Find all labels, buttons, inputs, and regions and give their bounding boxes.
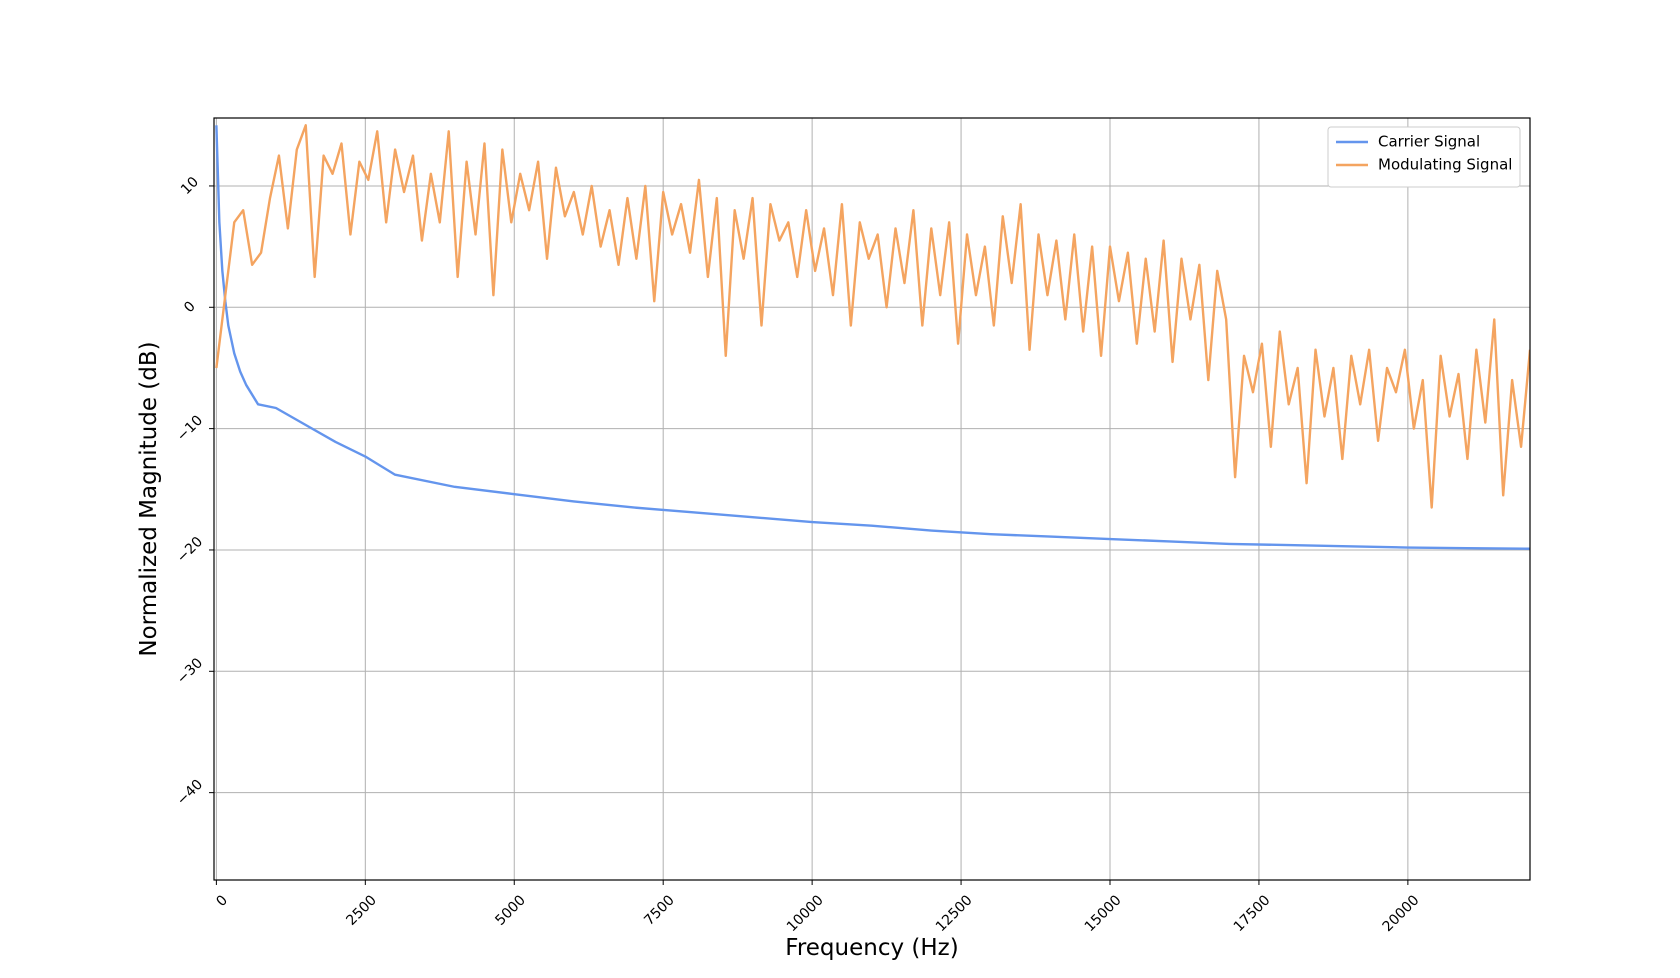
series-line [215, 124, 1530, 509]
y-tick-label: −30 [174, 655, 206, 687]
grid [214, 118, 1530, 880]
y-tick-label: −40 [174, 777, 206, 809]
y-tick-label: −20 [174, 534, 206, 566]
legend-box [1327, 126, 1521, 188]
legend-label: Modulating Signal [1378, 156, 1512, 174]
x-tick-label: 7500 [641, 892, 678, 929]
x-tick-label: 2500 [343, 892, 380, 929]
x-tick-label: 5000 [492, 892, 529, 929]
axes-frame [213, 117, 1531, 881]
y-tick-label: 0 [181, 298, 199, 316]
x-tick-label: 12500 [933, 892, 976, 935]
legend: Carrier Signal Modulating Signal [1327, 126, 1521, 188]
y-axis-label: Normalized Magnitude (dB) [136, 341, 162, 656]
legend-label: Carrier Signal [1378, 133, 1480, 151]
x-tick-label: 15000 [1082, 892, 1125, 935]
x-axis-label: Frequency (Hz) [785, 935, 958, 961]
ticks: 0 2500 5000 7500 10000 12500 15000 17500 20000 −4… [174, 174, 1423, 935]
plot-area [215, 124, 1530, 550]
x-tick-label: 10000 [784, 892, 827, 935]
x-tick-label: 0 [213, 892, 231, 910]
y-tick-label: 10 [178, 174, 202, 198]
y-tick-label: −10 [174, 413, 206, 445]
series-line [215, 125, 1530, 550]
x-tick-label: 17500 [1231, 892, 1274, 935]
x-tick-label: 20000 [1380, 892, 1423, 935]
